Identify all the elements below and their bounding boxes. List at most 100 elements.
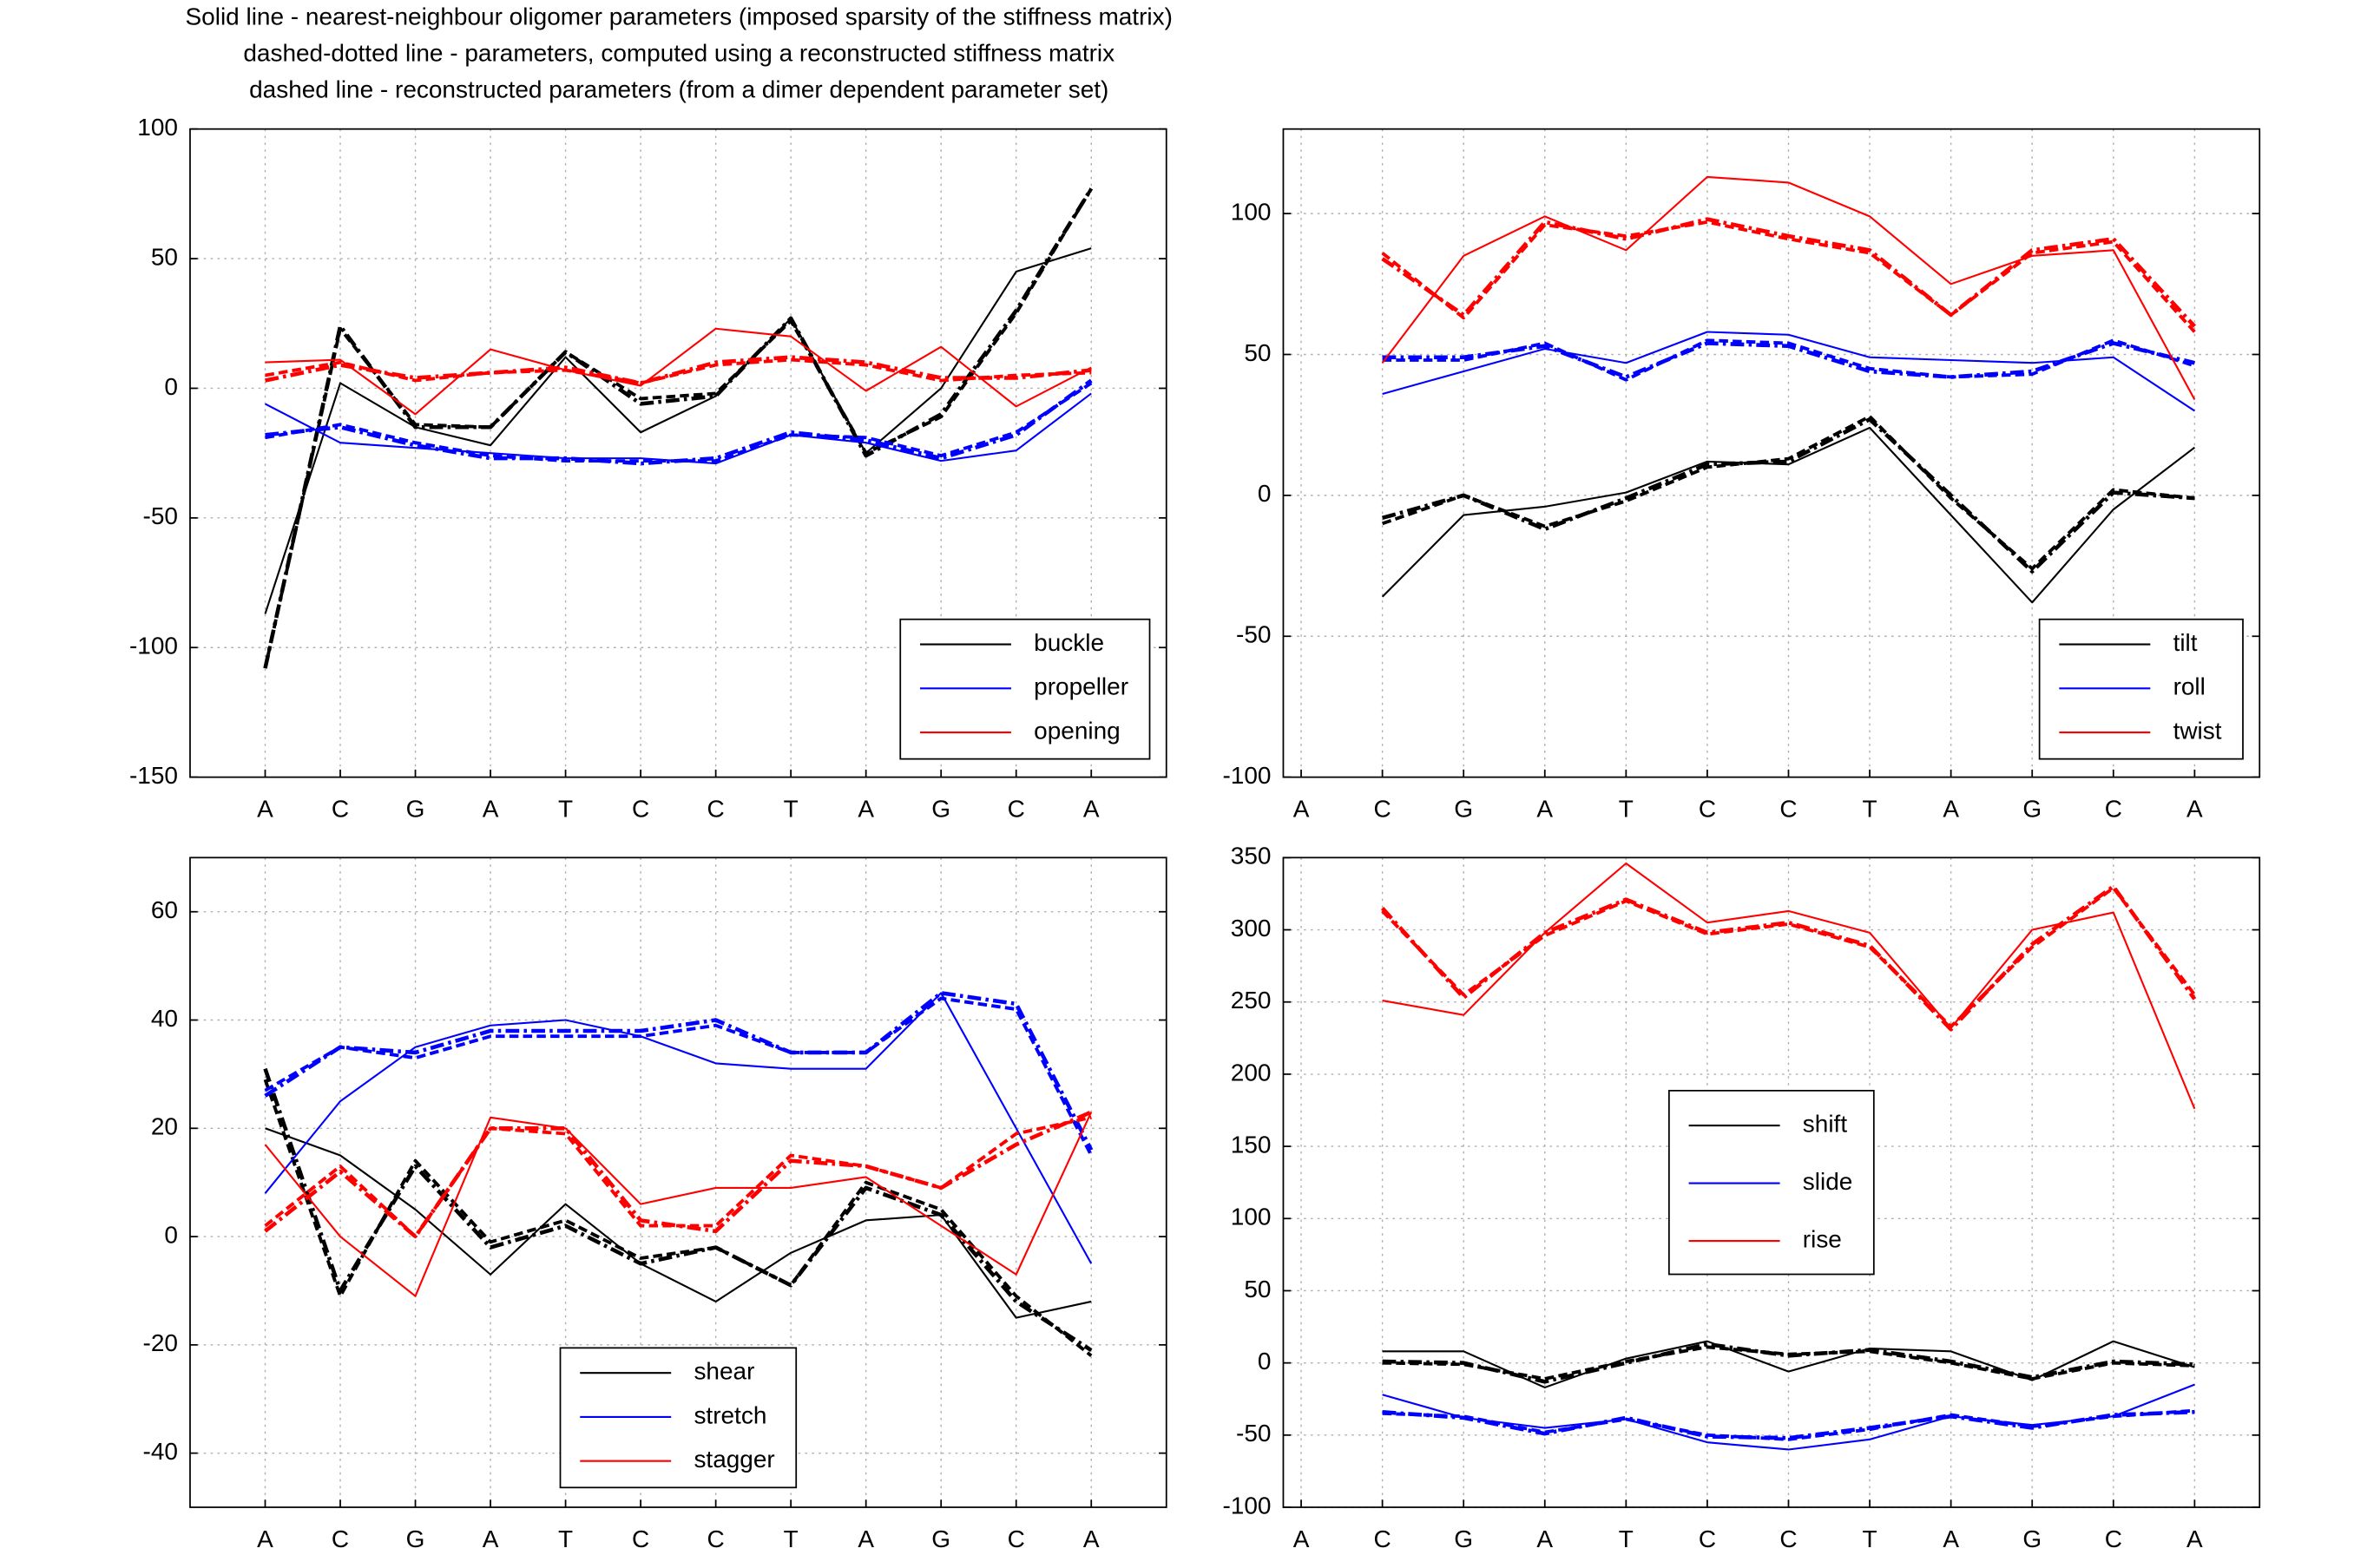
x-tick-label: A <box>1943 1525 1959 1552</box>
x-tick-label: G <box>406 796 425 823</box>
x-tick-label: C <box>332 1525 349 1552</box>
legend-label: twist <box>2173 717 2222 744</box>
x-tick-label: G <box>1454 1525 1473 1552</box>
series-line <box>1382 1408 2195 1441</box>
x-tick-label: C <box>332 796 349 823</box>
axes-frame <box>1282 856 2261 1508</box>
x-tick-label: A <box>1083 1525 1100 1552</box>
x-tick-label: C <box>1374 1525 1391 1552</box>
plot-lines <box>263 187 1094 669</box>
x-tick-label: A <box>2186 796 2203 823</box>
x-tick-label: A <box>1536 796 1553 823</box>
x-tick-label: C <box>2105 796 2122 823</box>
legend: tilt roll twist <box>2038 618 2244 760</box>
legend-label: shear <box>694 1358 754 1385</box>
y-tick-label: -50 <box>1236 621 1271 648</box>
x-tick-label: T <box>1863 796 1877 823</box>
series-line <box>264 991 1094 1151</box>
title-line: Solid line - nearest-neighbour oligomer … <box>186 3 1173 30</box>
x-tick-label: G <box>931 796 950 823</box>
legend-label: shift <box>1803 1110 1848 1137</box>
axes-frame <box>189 856 1167 1508</box>
series-line <box>264 1115 1092 1238</box>
x-tick-label: A <box>1293 796 1310 823</box>
series-line <box>264 996 1093 1157</box>
x-tick-label: A <box>1293 1525 1310 1552</box>
series-line <box>265 327 1092 416</box>
legend-label: slide <box>1803 1168 1853 1195</box>
x-tick-label: A <box>257 1525 273 1552</box>
plot-lines <box>1381 175 2197 604</box>
series-line <box>263 1079 1093 1357</box>
y-tick-label: 50 <box>1244 1276 1271 1302</box>
legend: shift slide rise <box>1667 1089 1875 1276</box>
x-tick-label: T <box>784 796 799 823</box>
series-line <box>1382 331 2195 412</box>
x-tick-label: C <box>707 796 725 823</box>
series-line <box>1382 341 2195 379</box>
x-tick-label: A <box>1536 1525 1553 1552</box>
series-line <box>1381 217 2197 328</box>
series-line <box>1381 220 2196 333</box>
series-line <box>1382 417 2195 574</box>
y-tick-label: -100 <box>1222 762 1271 789</box>
series-line <box>264 247 1092 614</box>
y-tick-label: 150 <box>1231 1131 1272 1158</box>
x-tick-label: C <box>1008 1525 1025 1552</box>
x-tick-label: T <box>784 1525 799 1552</box>
series-line <box>264 1112 1093 1297</box>
axes-frame <box>189 128 1167 778</box>
series-line <box>1381 426 2196 604</box>
x-tick-label: G <box>406 1525 425 1552</box>
x-tick-label: T <box>1619 796 1634 823</box>
y-tick-label: 350 <box>1231 843 1272 869</box>
series-line <box>1381 175 2196 400</box>
legend: buckle propeller opening <box>899 618 1151 760</box>
x-tick-label: C <box>2105 1525 2122 1552</box>
series-line <box>263 187 1093 669</box>
series-line <box>1381 886 2196 1028</box>
y-tick-label: -20 <box>143 1329 178 1356</box>
y-tick-label: 100 <box>1231 199 1272 226</box>
x-tick-label: C <box>1374 796 1391 823</box>
y-tick-label: 40 <box>151 1005 178 1032</box>
legend-label: propeller <box>1034 673 1128 700</box>
x-tick-label: G <box>1454 796 1473 823</box>
x-tick-label: C <box>1008 796 1025 823</box>
y-tick-label: -100 <box>129 633 178 659</box>
title-line: dashed-dotted line - parameters, compute… <box>243 39 1115 66</box>
legend-label: buckle <box>1034 629 1104 656</box>
x-tick-label: A <box>483 796 499 823</box>
series-line <box>1381 415 2195 571</box>
plot-lines <box>1380 862 2197 1451</box>
y-tick-label: 300 <box>1231 915 1272 941</box>
x-tick-label: T <box>1619 1525 1634 1552</box>
x-tick-label: C <box>1779 796 1797 823</box>
y-tick-label: 50 <box>1244 339 1271 366</box>
y-tick-label: -50 <box>1236 1420 1271 1447</box>
x-tick-label: A <box>2186 1525 2203 1552</box>
legend: shear stretch stagger <box>559 1347 798 1489</box>
y-tick-label: -40 <box>143 1438 178 1465</box>
legend-label: tilt <box>2173 629 2198 656</box>
series-line <box>1382 338 2195 382</box>
x-tick-label: C <box>1779 1525 1797 1552</box>
y-tick-label: 100 <box>1231 1204 1272 1230</box>
legend-label: roll <box>2173 673 2206 700</box>
x-tick-label: A <box>257 796 273 823</box>
series-line <box>263 1067 1093 1353</box>
axes-frame <box>1282 128 2261 778</box>
y-tick-label: -150 <box>129 762 178 789</box>
x-tick-label: C <box>632 1525 649 1552</box>
x-tick-label: A <box>858 1525 874 1552</box>
legend-label: stagger <box>694 1446 774 1473</box>
legend-label: stretch <box>694 1401 766 1428</box>
y-tick-label: 200 <box>1231 1059 1272 1086</box>
x-tick-label: G <box>2022 796 2042 823</box>
y-tick-label: 20 <box>151 1113 178 1140</box>
x-tick-label: T <box>1863 1525 1877 1552</box>
y-tick-label: -50 <box>143 502 178 529</box>
x-tick-label: C <box>632 796 649 823</box>
